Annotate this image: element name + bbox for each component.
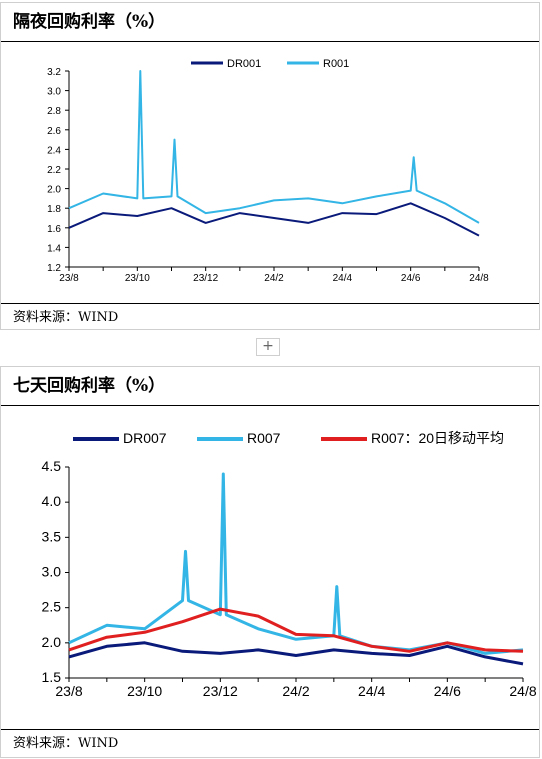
legend-label: R007：20日移动平均 [371,430,504,446]
series-line [68,70,480,224]
series-line [68,472,524,655]
overnight-repo-chart: 1.2 1.4 1.6 1.8 2.0 2.2 2.4 2.6 2.8 3.0 3.2 23/8 23/… [47,58,489,284]
x-tick-label: 24/4 [358,683,385,699]
series-line [68,641,524,666]
panel-title: 隔夜回购利率（%） [1,3,539,42]
series-line [68,202,480,237]
x-tick-label: 24/8 [509,683,536,699]
y-tick-label: 3.2 [47,67,61,78]
y-tick-label: 3.0 [42,564,62,580]
x-tick-label: 24/6 [401,273,421,284]
y-tick-label: 2.8 [47,106,61,117]
y-tick-label: 2.0 [47,185,61,196]
legend-label: R007 [247,430,281,446]
panel-title: 七天回购利率（%） [1,367,539,406]
y-tick-label: 1.6 [47,224,61,235]
legend-label: DR001 [227,58,261,70]
x-tick-label: 24/4 [333,273,353,284]
x-tick-label: 24/2 [282,683,309,699]
y-tick-label: 2.0 [42,634,62,650]
x-tick-label: 23/8 [55,683,82,699]
y-tick-label: 1.8 [47,204,61,215]
seven-day-repo-chart: 1.5 2.0 2.5 3.0 3.5 4.0 4.5 23/8 23/10 23/12 24/2 2… [42,430,537,699]
y-tick-label: 3.5 [42,528,62,544]
series-line [68,607,524,653]
y-tick-label: 1.4 [47,243,61,254]
x-tick-label: 23/8 [59,273,79,284]
expand-button[interactable]: + [256,338,280,356]
legend-label: R001 [323,58,349,70]
source-note: 资料来源：WIND [1,729,539,757]
seven-day-repo-panel: 七天回购利率（%） 1.5 2.0 2.5 3.0 3.5 4.0 4.5 23/8 23/10… [0,366,540,758]
y-tick-label: 4.5 [42,458,62,474]
y-tick-label: 1.5 [42,669,62,685]
y-tick-label: 1.2 [47,263,61,274]
x-tick-label: 23/10 [127,683,162,699]
x-tick-label: 24/6 [434,683,461,699]
overnight-repo-panel: 隔夜回购利率（%） 1.2 1.4 1.6 1.8 2.0 2.2 2.4 2.6 2.8 3.0… [0,2,540,330]
x-tick-label: 23/12 [193,273,218,284]
x-tick-label: 24/8 [469,273,489,284]
x-tick-label: 23/12 [203,683,238,699]
source-note: 资料来源：WIND [1,303,539,331]
legend-label: DR007 [123,430,167,446]
x-tick-label: 23/10 [125,273,150,284]
y-tick-label: 4.0 [42,493,62,509]
x-tick-label: 24/2 [264,273,284,284]
y-tick-label: 2.5 [42,599,62,615]
y-tick-label: 2.2 [47,165,61,176]
y-tick-label: 2.4 [47,145,61,156]
y-tick-label: 3.0 [47,87,61,98]
y-tick-label: 2.6 [47,126,61,137]
